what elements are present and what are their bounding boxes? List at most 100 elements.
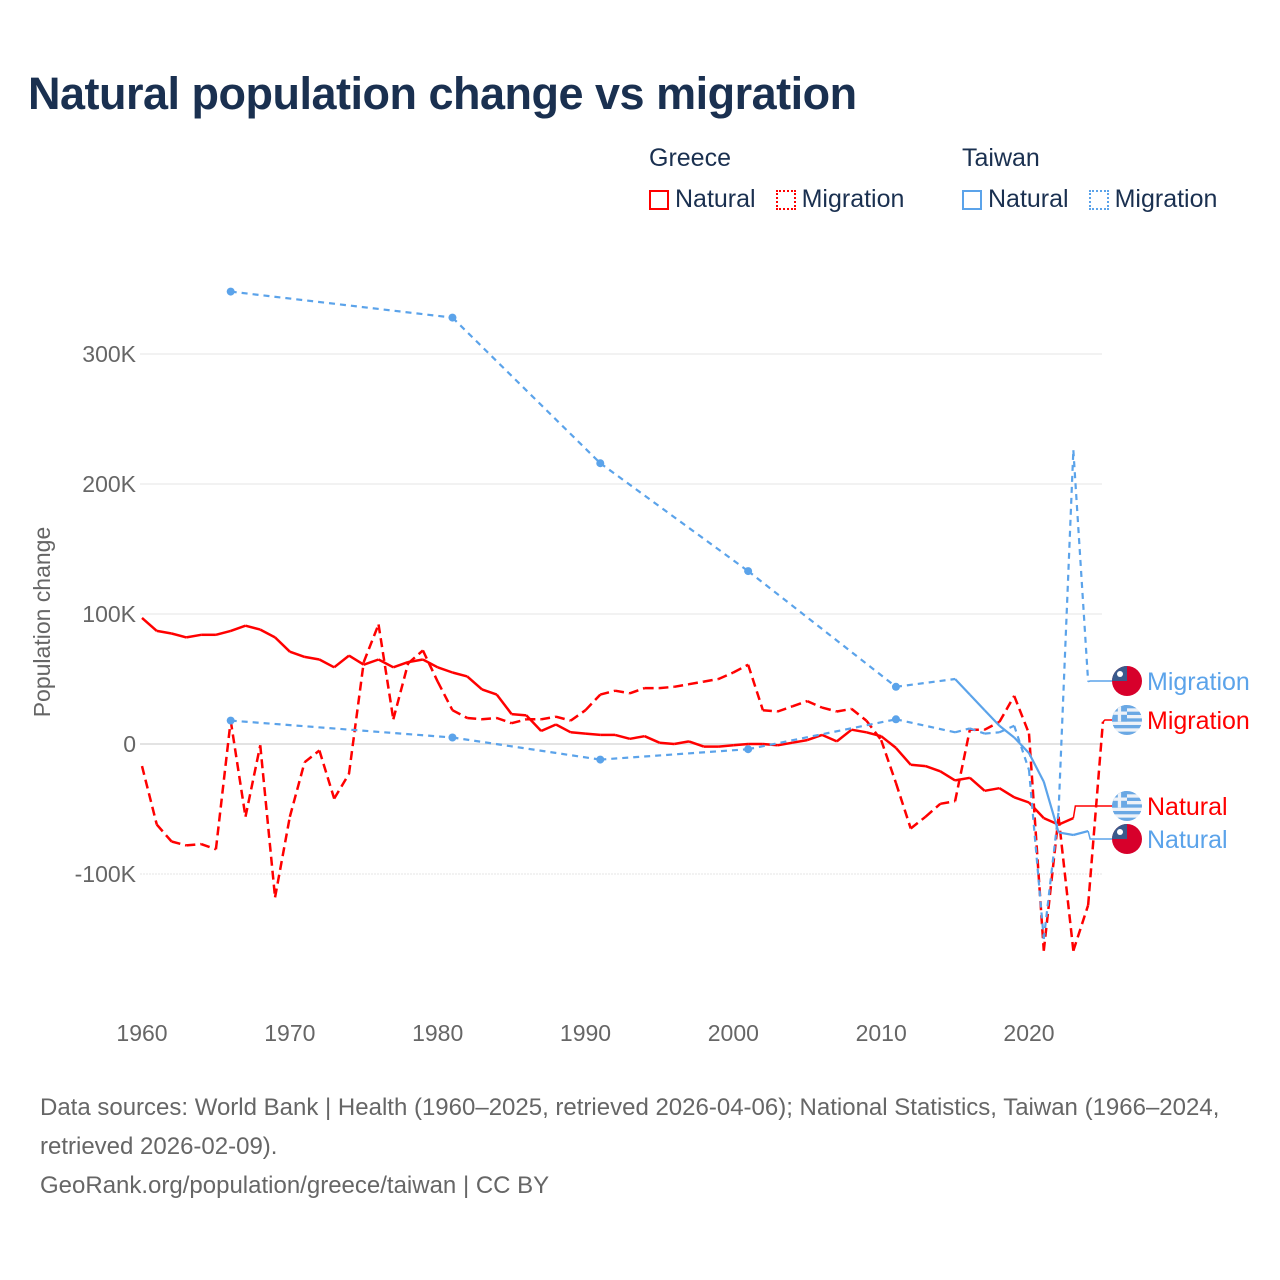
legend-item-taiwan-migration[interactable]: Migration bbox=[1088, 185, 1217, 214]
line-segment bbox=[718, 744, 734, 748]
line-segment bbox=[909, 815, 927, 830]
line-segment bbox=[511, 718, 527, 725]
line-segment bbox=[703, 677, 719, 683]
x-tick-label: 1970 bbox=[264, 1020, 315, 1046]
data-point bbox=[596, 755, 605, 764]
greece-flag-icon bbox=[1112, 705, 1142, 735]
line-segment bbox=[894, 782, 912, 829]
line-segment bbox=[540, 723, 557, 733]
legend-item-greece-migration[interactable]: Migration bbox=[775, 185, 905, 214]
line-segment bbox=[451, 709, 468, 720]
line-segment bbox=[570, 731, 586, 735]
line-segment bbox=[467, 716, 483, 721]
line-segment bbox=[821, 733, 838, 743]
line-segment bbox=[569, 709, 587, 722]
line-segment bbox=[925, 764, 941, 773]
line-segment bbox=[998, 724, 1015, 739]
line-segment bbox=[200, 842, 217, 851]
label-leader bbox=[1087, 830, 1112, 840]
legend-label: Migration bbox=[801, 185, 905, 213]
line-segment bbox=[452, 736, 601, 761]
line-segment bbox=[984, 720, 1001, 731]
line-segment bbox=[363, 658, 379, 666]
line-segment bbox=[229, 720, 247, 817]
data-point bbox=[744, 567, 753, 576]
credit-link[interactable]: GeoRank.org/population/greece/taiwan | C… bbox=[40, 1172, 550, 1199]
legend-swatch-solid bbox=[649, 189, 669, 210]
line-segment bbox=[599, 689, 616, 696]
line-segment bbox=[1057, 450, 1075, 812]
end-label-text: Migration bbox=[1147, 707, 1250, 735]
line-segment bbox=[1072, 450, 1090, 682]
line-segment bbox=[318, 658, 335, 669]
line-segment bbox=[288, 761, 306, 818]
line-segment bbox=[186, 842, 202, 847]
line-segment bbox=[230, 624, 246, 633]
x-tick-label: 2000 bbox=[708, 1020, 759, 1046]
line-segment bbox=[673, 740, 690, 746]
line-segment bbox=[954, 727, 971, 734]
line-segment bbox=[614, 733, 631, 741]
end-label-greece-natural: Natural bbox=[1072, 791, 1228, 821]
line-segment bbox=[732, 663, 749, 674]
line-segment bbox=[969, 776, 986, 792]
line-segment bbox=[984, 731, 1000, 735]
line-segment bbox=[1057, 816, 1075, 951]
line-segment bbox=[836, 728, 853, 743]
chart-title: Natural population change vs migration bbox=[28, 68, 857, 119]
line-segment bbox=[466, 675, 483, 691]
line-segment bbox=[659, 741, 675, 746]
legend-swatch-solid bbox=[962, 189, 982, 210]
line-segment bbox=[171, 840, 187, 847]
line-segment bbox=[304, 655, 320, 661]
y-tick-label: 300K bbox=[82, 341, 136, 367]
line-segment bbox=[718, 671, 734, 681]
y-tick-label: 100K bbox=[82, 601, 136, 627]
label-leader bbox=[1087, 680, 1112, 683]
data-sources: Data sources: World Bank | Health (1960–… bbox=[40, 1094, 1220, 1160]
line-segment bbox=[244, 745, 262, 818]
line-segment bbox=[451, 316, 602, 464]
data-point bbox=[744, 745, 753, 754]
x-tick-label: 1990 bbox=[560, 1020, 611, 1046]
legend-swatch-dotted bbox=[775, 189, 796, 210]
y-axis-label: Population change bbox=[29, 527, 55, 718]
line-segment bbox=[1027, 769, 1045, 940]
line-segment bbox=[274, 636, 291, 653]
x-tick-label: 1980 bbox=[412, 1020, 463, 1046]
line-segment bbox=[156, 629, 172, 635]
line-segment bbox=[629, 686, 646, 695]
line-segment bbox=[895, 677, 956, 688]
line-segment bbox=[969, 693, 986, 711]
line-segment bbox=[806, 733, 823, 742]
line-segment bbox=[392, 660, 409, 669]
line-segment bbox=[1013, 725, 1031, 771]
greece-flag-icon bbox=[1112, 791, 1142, 821]
line-segment bbox=[214, 720, 232, 850]
legend-label: Natural bbox=[675, 185, 756, 213]
legend-item-greece-natural[interactable]: Natural bbox=[649, 185, 756, 214]
line-segment bbox=[540, 715, 557, 721]
legend-item-taiwan-natural[interactable]: Natural bbox=[962, 185, 1069, 214]
y-tick-label: 200K bbox=[82, 471, 136, 497]
line-segment bbox=[954, 678, 971, 696]
line-segment bbox=[584, 693, 602, 712]
line-segment bbox=[747, 718, 897, 751]
taiwan-flag-sun bbox=[1117, 829, 1123, 835]
line-segment bbox=[998, 724, 1015, 734]
line-segment bbox=[821, 706, 838, 713]
flag-stripe bbox=[1112, 731, 1142, 735]
legend-group-taiwan: Taiwan Natural Migration bbox=[962, 144, 1217, 214]
line-segment bbox=[940, 799, 956, 806]
end-label-text: Migration bbox=[1147, 668, 1250, 696]
series-greece-migration bbox=[140, 623, 1105, 952]
line-segment bbox=[555, 715, 572, 722]
line-segment bbox=[924, 802, 942, 818]
line-segment bbox=[140, 765, 158, 825]
end-label-taiwan-migration: Migration bbox=[1087, 666, 1250, 696]
line-segment bbox=[348, 654, 365, 666]
line-segment bbox=[318, 750, 336, 799]
line-segment bbox=[673, 682, 690, 689]
line-segment bbox=[953, 729, 972, 802]
